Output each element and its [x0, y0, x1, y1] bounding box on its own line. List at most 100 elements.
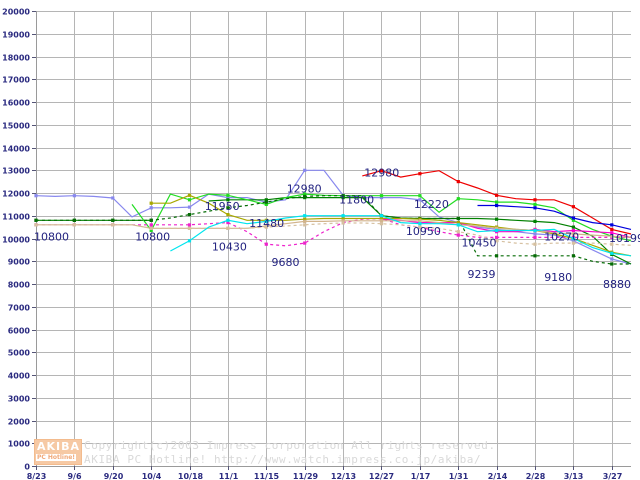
series-point-marker [533, 198, 537, 202]
data-point-label: 10270 [544, 230, 579, 243]
data-point-label: 9180 [544, 271, 572, 284]
series-point-marker [456, 223, 460, 227]
series-line [36, 217, 631, 247]
series-point-marker [533, 219, 537, 223]
series-point-marker [341, 221, 345, 225]
series-point-marker [571, 236, 575, 241]
series-point-marker [264, 242, 268, 246]
series-point-marker [495, 228, 499, 233]
series-point-marker [341, 196, 345, 200]
data-point-label: 10430 [212, 241, 247, 254]
series-point-marker [379, 222, 384, 226]
data-point-label: 9239 [468, 268, 496, 281]
series-point-marker [264, 219, 268, 223]
data-point-label: 11800 [339, 194, 374, 207]
data-point-label: 12980 [364, 167, 399, 180]
series-point-marker [610, 257, 614, 261]
series-point-marker [418, 222, 422, 226]
y-axis-tick-label: 16000 [2, 99, 30, 108]
series-point-marker [610, 227, 614, 231]
data-point-markers [34, 168, 614, 266]
series-point-marker [187, 205, 192, 209]
y-axis-tick-label: 4000 [8, 372, 31, 381]
series-point-marker [226, 221, 230, 225]
series-point-marker [187, 198, 192, 202]
x-axis-tick-label: 2/14 [488, 472, 508, 480]
logo-hotline-tag: Hotline! [46, 454, 77, 461]
y-axis-tick-label: 14000 [2, 145, 30, 154]
x-axis-tick-label: 11/1 [219, 472, 239, 480]
y-axis-tick-label: 0 [24, 463, 30, 472]
series-point-marker [495, 254, 499, 258]
x-axis-tick-label: 12/13 [331, 472, 356, 480]
series-point-marker [495, 217, 499, 221]
series-point-marker [187, 193, 192, 197]
series-point-marker [226, 198, 230, 202]
series-point-marker [303, 168, 307, 172]
y-axis-tick-labels: 2000019000180001700016000150001400013000… [2, 8, 36, 472]
series-point-marker [495, 235, 499, 239]
data-point-label: 12220 [414, 198, 449, 211]
series-point-marker [226, 196, 230, 200]
series-line [381, 218, 632, 238]
series-point-marker [303, 192, 307, 196]
series-point-marker [149, 223, 153, 227]
series-point-marker [226, 213, 230, 217]
series-point-marker [571, 218, 575, 222]
y-axis-tick-label: 5000 [8, 349, 31, 358]
watermark-url: AKIBA PC Hotline! http://www.watch.impre… [84, 453, 482, 466]
data-point-annotations: 10800 10800 10430 11950 9680 11480 12980 11800 1… [34, 167, 640, 291]
series-point-marker [341, 194, 345, 198]
series-point-marker [111, 196, 115, 200]
y-axis-tick-label: 15000 [2, 122, 30, 131]
x-axis-tick-label: 11/15 [254, 472, 280, 480]
series-point-marker [495, 239, 499, 243]
series-point-marker [303, 214, 307, 218]
series-point-marker [571, 241, 575, 245]
x-axis-tick-label: 1/17 [411, 472, 431, 480]
series-point-marker [571, 216, 575, 220]
grid-lines [36, 11, 631, 467]
data-point-label: 10800 [34, 230, 69, 243]
series-point-marker [456, 180, 460, 184]
y-axis-tick-label: 10000 [2, 236, 30, 245]
x-axis-tick-label: 8/23 [27, 472, 47, 480]
series-point-marker [418, 194, 422, 198]
y-axis-tick-label: 17000 [2, 76, 30, 85]
series-line [35, 169, 632, 265]
series-point-marker [72, 218, 76, 222]
logo-subtitle: PC Hotline! [36, 454, 77, 461]
series-point-marker [418, 198, 422, 202]
series-point-marker [303, 223, 307, 227]
series-point-marker [571, 239, 575, 243]
series-point-marker [226, 218, 230, 222]
y-axis-tick-label: 2000 [8, 418, 31, 427]
logo-title: AKIBA [37, 440, 81, 453]
series-point-marker [149, 226, 153, 230]
series-line [36, 222, 632, 246]
y-axis-tick-label: 12000 [2, 190, 30, 199]
series-point-marker [264, 200, 268, 204]
series-point-marker [571, 225, 575, 229]
series-point-marker [379, 194, 384, 198]
x-axis-tick-labels: 8/23 9/6 9/20 10/4 10/18 11/1 11/15 11/29 12/13 1… [27, 466, 622, 480]
data-point-label: 12980 [287, 182, 322, 195]
x-axis-tick-label: 10/4 [142, 472, 162, 480]
series-point-marker [495, 200, 499, 204]
y-axis-tick-label: 20000 [2, 8, 30, 17]
series-point-marker [111, 223, 115, 227]
y-axis-tick-label: 6000 [8, 327, 31, 336]
y-axis-tick-label: 11000 [2, 213, 30, 222]
series-point-marker [72, 194, 76, 198]
series-point-marker [571, 205, 575, 209]
series-point-marker [187, 226, 192, 230]
x-axis-tick-label: 11/29 [293, 472, 319, 480]
series-point-marker [149, 201, 153, 205]
series-point-marker [149, 228, 153, 233]
series-point-marker [34, 223, 38, 227]
series-point-marker [341, 216, 345, 221]
akiba-pc-hotline-logo: AKIBA PC Hotline! [34, 439, 82, 465]
y-axis-tick-label: 13000 [2, 167, 30, 176]
data-point-label: 10199 [609, 232, 640, 245]
data-point-label: 9680 [272, 256, 300, 269]
